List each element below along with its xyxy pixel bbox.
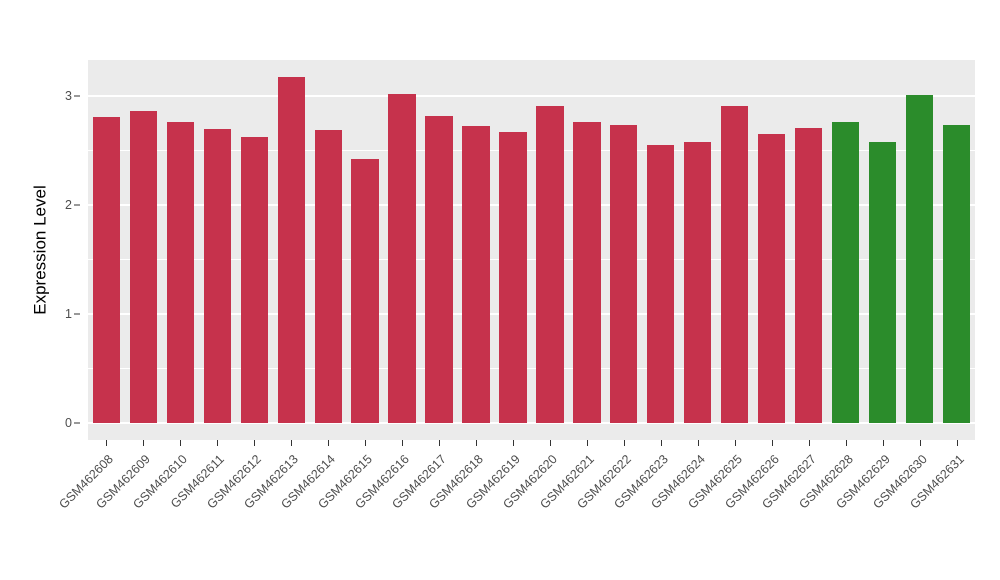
x-tick-mark	[660, 440, 662, 446]
gridline-major	[88, 312, 975, 315]
y-tick-label: 0	[65, 415, 72, 430]
x-tick-mark	[697, 440, 699, 446]
bar-slot	[938, 60, 975, 440]
bar-slot	[236, 60, 273, 440]
bar-GSM462617	[425, 115, 453, 423]
bar-slot	[716, 60, 753, 440]
x-tick-mark	[549, 440, 551, 446]
x-tick-mark	[623, 440, 625, 446]
bar-slot	[384, 60, 421, 440]
x-tick-mark	[808, 440, 810, 446]
bar-GSM462631	[942, 125, 971, 423]
x-tick-mark	[143, 440, 145, 446]
bar-slot	[273, 60, 310, 440]
bar-slot	[494, 60, 531, 440]
gridline-minor	[88, 150, 975, 152]
x-tick-mark	[586, 440, 588, 446]
y-tick-mark	[74, 422, 80, 424]
bar-GSM462627	[794, 127, 823, 423]
bar-slot	[531, 60, 568, 440]
bar-GSM462622	[610, 125, 638, 423]
bar-GSM462614	[314, 129, 342, 423]
bar-GSM462616	[388, 93, 416, 423]
x-tick-mark	[476, 440, 478, 446]
bar-slot	[310, 60, 347, 440]
bar-GSM462615	[351, 159, 379, 423]
bar-slot	[421, 60, 458, 440]
bar-slot	[568, 60, 605, 440]
x-tick-mark	[439, 440, 441, 446]
y-axis-ticks: 0 1 2 3	[0, 60, 88, 440]
bar-slot	[864, 60, 901, 440]
bar-slot	[827, 60, 864, 440]
bar-GSM462618	[462, 126, 490, 423]
x-tick-mark	[254, 440, 256, 446]
bar-slot	[679, 60, 716, 440]
x-tick-mark	[180, 440, 182, 446]
bar-GSM462623	[647, 144, 675, 423]
y-tick-mark	[74, 204, 80, 206]
x-tick-mark	[365, 440, 367, 446]
y-tick-mark	[74, 313, 80, 315]
bar-GSM462611	[203, 128, 231, 423]
bar-GSM462630	[905, 94, 934, 423]
bar-slot	[88, 60, 125, 440]
bar-slot	[125, 60, 162, 440]
gridline-major	[88, 421, 975, 424]
bar-slot	[790, 60, 827, 440]
x-tick-mark	[291, 440, 293, 446]
x-tick-mark	[845, 440, 847, 446]
x-tick-mark	[328, 440, 330, 446]
bar-slot	[642, 60, 679, 440]
bar-GSM462612	[240, 137, 268, 423]
bar-GSM462625	[721, 105, 749, 423]
y-tick-label: 3	[65, 88, 72, 103]
x-tick-mark	[956, 440, 958, 446]
x-tick-mark	[882, 440, 884, 446]
bar-slot	[901, 60, 938, 440]
bar-slot	[347, 60, 384, 440]
bar-GSM462619	[499, 131, 527, 423]
x-tick-mark	[734, 440, 736, 446]
x-axis-ticks	[88, 440, 975, 446]
x-tick-mark	[106, 440, 108, 446]
x-tick-mark	[771, 440, 773, 446]
bar-GSM462609	[129, 111, 158, 423]
bar-slot	[753, 60, 790, 440]
y-tick-mark	[74, 95, 80, 97]
bar-GSM462608	[92, 116, 121, 423]
bar-slot	[162, 60, 199, 440]
bar-GSM462621	[573, 122, 601, 423]
x-tick-mark	[217, 440, 219, 446]
x-tick-mark	[513, 440, 515, 446]
bar-slot	[199, 60, 236, 440]
x-tick-mark	[402, 440, 404, 446]
bar-GSM462610	[166, 122, 195, 423]
y-tick-label: 1	[65, 306, 72, 321]
gridline-minor	[88, 368, 975, 370]
bar-GSM462626	[757, 134, 786, 423]
bar-GSM462613	[277, 77, 305, 423]
bar-GSM462624	[684, 141, 712, 423]
x-tick-mark	[919, 440, 921, 446]
gridline-minor	[88, 259, 975, 261]
x-axis-labels: GSM462608 GSM462609 GSM462610 GSM462611 GSM4…	[57, 440, 975, 570]
plot-panel	[88, 60, 975, 440]
bars-container	[88, 60, 975, 440]
y-tick-label: 2	[65, 197, 72, 212]
bar-slot	[458, 60, 495, 440]
gridline-major	[88, 203, 975, 206]
bar-GSM462629	[868, 141, 897, 423]
gridline-major	[88, 94, 975, 97]
bar-GSM462620	[536, 105, 564, 423]
bar-slot	[605, 60, 642, 440]
bar-GSM462628	[831, 122, 860, 423]
